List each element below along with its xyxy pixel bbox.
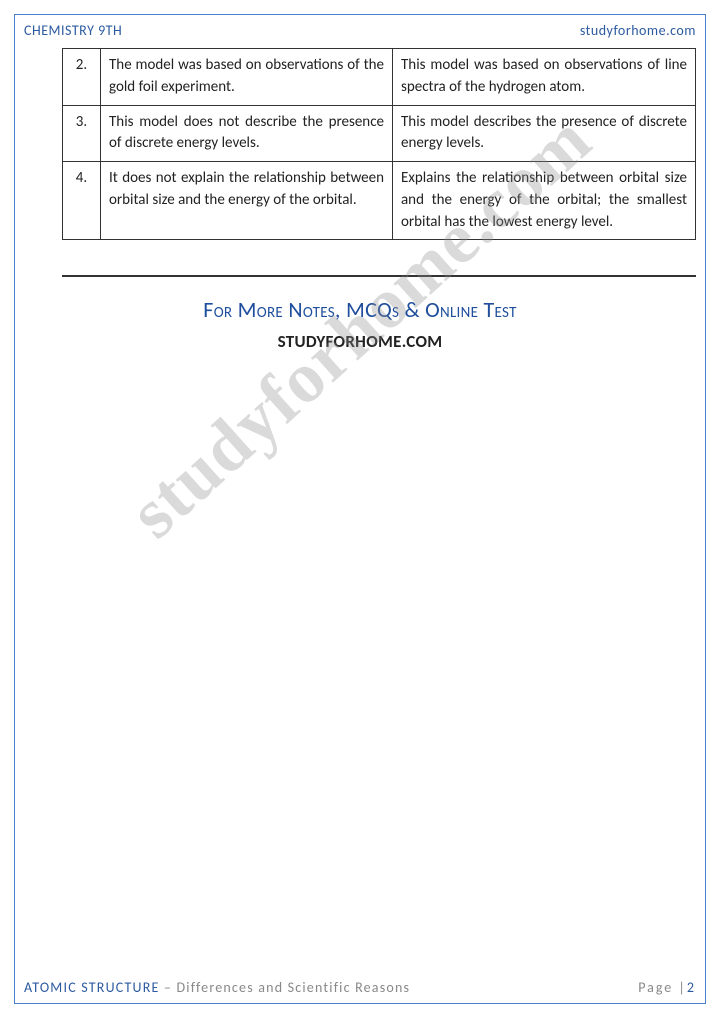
promo-heading: For More Notes, MCQs & Online Test (0, 296, 720, 323)
row-col2: Explains the relationship between orbita… (393, 162, 696, 240)
page-number: 2 (687, 979, 696, 996)
row-col2: This model describes the presence of dis… (393, 105, 696, 162)
footer-title: ATOMIC STRUCTURE (24, 979, 160, 996)
row-number: 2. (63, 49, 101, 106)
promo-block: For More Notes, MCQs & Online Test STUDY… (0, 296, 720, 352)
table-row: 2. The model was based on observations o… (63, 49, 696, 106)
page-footer: ATOMIC STRUCTURE – Differences and Scien… (24, 979, 696, 996)
row-number: 4. (63, 162, 101, 240)
row-number: 3. (63, 105, 101, 162)
row-col1: The model was based on observations of t… (101, 49, 393, 106)
header-subject: CHEMISTRY 9TH (24, 22, 122, 39)
row-col1: This model does not describe the presenc… (101, 105, 393, 162)
page-header: CHEMISTRY 9TH studyforhome.com (24, 22, 696, 39)
row-col1: It does not explain the relationship bet… (101, 162, 393, 240)
table: 2. The model was based on observations o… (62, 48, 696, 240)
comparison-table: 2. The model was based on observations o… (62, 48, 696, 240)
footer-subtitle: – Differences and Scientific Reasons (160, 979, 411, 996)
table-row: 3. This model does not describe the pres… (63, 105, 696, 162)
header-site: studyforhome.com (580, 22, 696, 39)
page-label: Page | (638, 979, 687, 996)
row-col2: This model was based on observations of … (393, 49, 696, 106)
footer-left: ATOMIC STRUCTURE – Differences and Scien… (24, 979, 410, 996)
section-divider (62, 275, 696, 277)
footer-page: Page |2 (638, 979, 696, 996)
promo-site: STUDYFORHOME.COM (0, 331, 720, 352)
table-row: 4. It does not explain the relationship … (63, 162, 696, 240)
